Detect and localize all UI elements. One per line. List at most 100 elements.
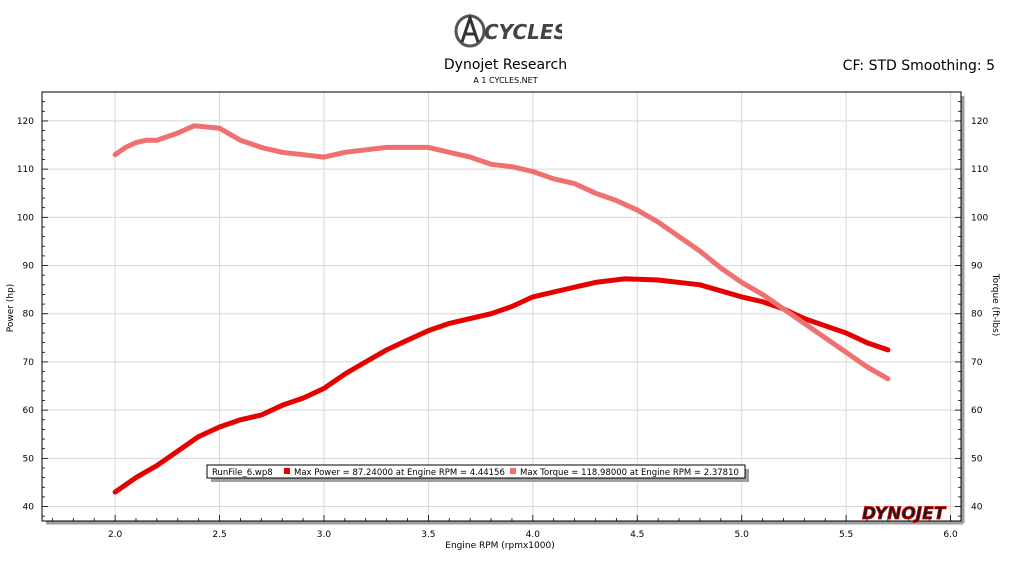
y-tick-label: 120 (17, 117, 34, 127)
power-point (698, 283, 702, 287)
power-point (573, 286, 576, 289)
power-point (468, 317, 472, 320)
y-tick-label: 110 (17, 165, 34, 175)
power-point (364, 360, 367, 364)
torque-point (218, 126, 221, 130)
y-axis-ticks: 40 50 60 70 80 90 100 110 120 (17, 91, 48, 517)
torque-point (615, 199, 618, 202)
y-axis-label: Power (hp) (6, 284, 16, 333)
torque-point (803, 322, 806, 325)
y-tick-label: 60 (23, 406, 35, 416)
series-group (112, 123, 891, 495)
power-point (197, 435, 200, 438)
y2-tick-label: 80 (971, 310, 983, 320)
grid (42, 92, 961, 521)
torque-point (677, 235, 681, 238)
svg-text:DYNOJET: DYNOJET (862, 504, 947, 523)
torque-point (448, 151, 451, 154)
torque-point (427, 146, 430, 149)
x-tick-label: 3.5 (421, 530, 435, 540)
power-point (218, 425, 221, 429)
torque-point (719, 266, 723, 270)
torque-point (698, 249, 702, 253)
y2-tick-label: 90 (971, 262, 983, 272)
x-axis-label: Engine RPM (rpmx1000) (445, 541, 554, 551)
torque-point (260, 146, 263, 149)
torque-point (489, 163, 493, 166)
power-point (113, 490, 117, 494)
y-tick-label: 80 (23, 310, 35, 320)
power-point (865, 341, 869, 344)
x-tick-label: 2.5 (212, 530, 226, 540)
torque-point (113, 153, 117, 156)
torque-point (280, 151, 284, 154)
torque-point (844, 351, 848, 354)
y-tick-label: 70 (23, 358, 35, 368)
power-point (552, 290, 555, 294)
legend-torque-label: Max Torque = 118.98000 at Engine RPM = 2… (520, 468, 739, 478)
power-point (280, 404, 284, 407)
page-subtitle: A 1 CYCLES.NET (473, 76, 538, 85)
power-series-line (112, 276, 891, 495)
power-point (448, 322, 451, 325)
torque-series-line (112, 123, 891, 382)
power-point (322, 387, 326, 390)
x-tick-label: 2.0 (108, 530, 123, 540)
torque-point (322, 155, 326, 159)
x-tick-label: 4.5 (630, 530, 644, 540)
torque-point (594, 192, 597, 195)
dynojet-logo: DYNOJET (862, 504, 948, 523)
power-point (803, 317, 806, 320)
legend: RunFile_6.wp8 Max Power = 87.24000 at En… (206, 464, 749, 482)
torque-point (385, 146, 388, 149)
y-tick-label: 50 (23, 454, 35, 464)
power-point (176, 449, 179, 453)
torque-point (552, 177, 555, 180)
power-point (886, 348, 890, 352)
torque-point (343, 151, 347, 154)
power-point (134, 476, 138, 479)
power-point (531, 295, 535, 299)
power-point (427, 329, 430, 332)
torque-point (406, 146, 409, 149)
torque-point (301, 153, 305, 156)
power-point (510, 305, 514, 308)
y2-tick-label: 50 (971, 454, 983, 464)
torque-point (134, 141, 138, 144)
x-tick-label: 6.0 (943, 530, 958, 540)
plot-border (41, 91, 962, 522)
power-point (301, 396, 305, 400)
torque-point (145, 139, 148, 142)
y2-tick-label: 60 (971, 406, 983, 416)
torque-point (364, 148, 367, 152)
power-point (406, 339, 409, 342)
legend-power-label: Max Power = 87.24000 at Engine RPM = 4.4… (294, 468, 505, 478)
torque-point (865, 365, 869, 368)
x-tick-label: 5.5 (839, 530, 853, 540)
torque-point (761, 293, 764, 296)
power-point (594, 281, 597, 284)
y2-tick-label: 40 (971, 503, 983, 513)
power-point (623, 277, 626, 281)
y-tick-label: 40 (23, 503, 35, 513)
torque-point (176, 131, 179, 135)
torque-point (824, 336, 827, 340)
plot-frame (41, 91, 965, 525)
torque-point (155, 139, 159, 142)
power-point (155, 464, 159, 467)
a1-cycles-logo: CYCLES (454, 13, 562, 48)
power-point (740, 295, 743, 299)
power-point (656, 278, 660, 282)
y2-tick-label: 100 (971, 213, 988, 223)
torque-point (510, 165, 514, 168)
torque-point (782, 307, 785, 311)
torque-point (531, 170, 535, 173)
power-point (844, 331, 848, 335)
power-point (761, 300, 764, 303)
power-point (239, 418, 242, 421)
power-point (385, 348, 388, 352)
torque-point (124, 146, 127, 149)
power-point (489, 312, 493, 315)
torque-point (468, 155, 472, 159)
